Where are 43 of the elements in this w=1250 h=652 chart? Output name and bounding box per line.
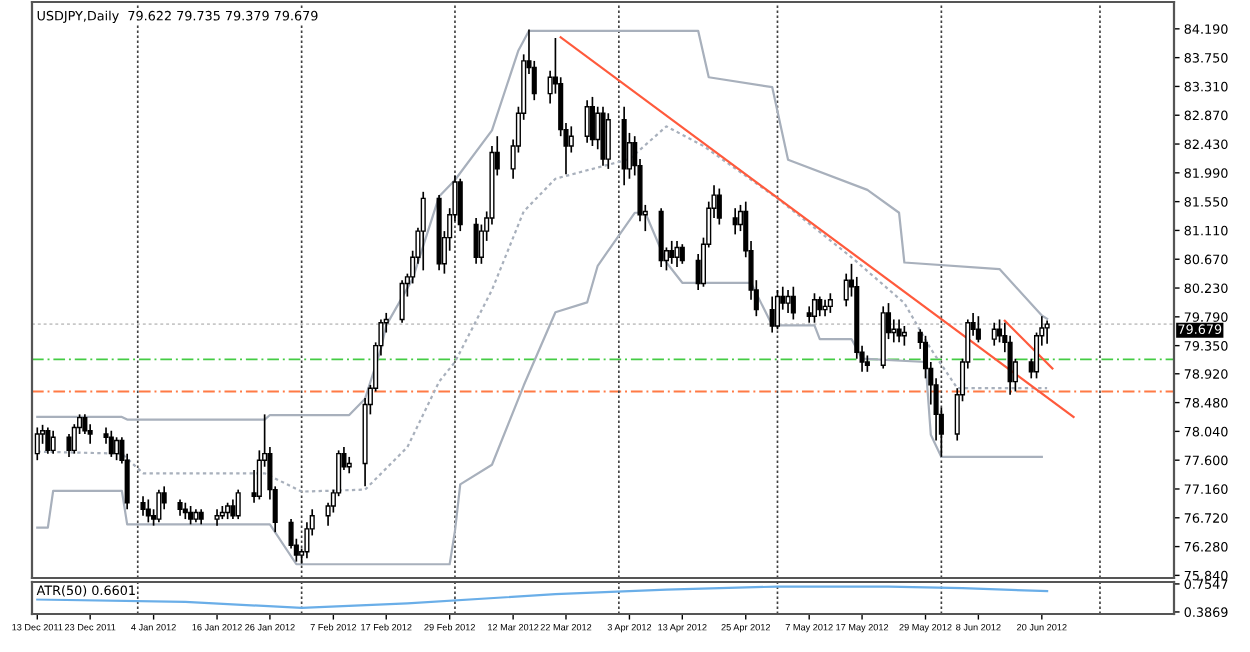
candlestick [901,325,907,347]
candlestick [584,99,590,144]
candlestick [975,315,981,344]
candlestick [732,207,738,236]
candlestick [817,295,823,318]
candlestick [473,217,479,265]
candlestick [716,187,722,226]
candlestick [891,318,897,344]
candlestick [674,240,680,268]
candlestick [235,488,241,520]
candlestick [589,96,595,147]
candlestick [399,279,405,324]
line-series [36,125,1049,493]
candlestick [774,289,781,331]
candlestick [785,289,791,314]
candlestick [996,318,1003,344]
candlestick [145,498,151,524]
candlestick [991,321,997,347]
candlestick [114,436,120,462]
candlestick [827,292,833,314]
candlestick [156,488,162,524]
candlestick [45,426,51,455]
candlestick [108,429,114,458]
candlestick [188,505,194,526]
candlestick [457,177,463,232]
candlestick [420,190,426,272]
candlestick [50,429,56,455]
candlestick [790,285,796,321]
line-series [36,29,1049,421]
candlestick [34,426,40,462]
candlestick [140,495,146,517]
candlestick [669,240,675,265]
candlestick [769,295,775,334]
candlestick [896,318,902,344]
line-series [36,211,1043,566]
candlestick [679,243,685,265]
candlestick [811,292,818,324]
candlestick [843,272,849,308]
candlestick [605,112,611,170]
candlestick [600,105,606,167]
candlestick [1044,319,1050,345]
candlestick [230,498,236,520]
line-series [36,585,1049,610]
